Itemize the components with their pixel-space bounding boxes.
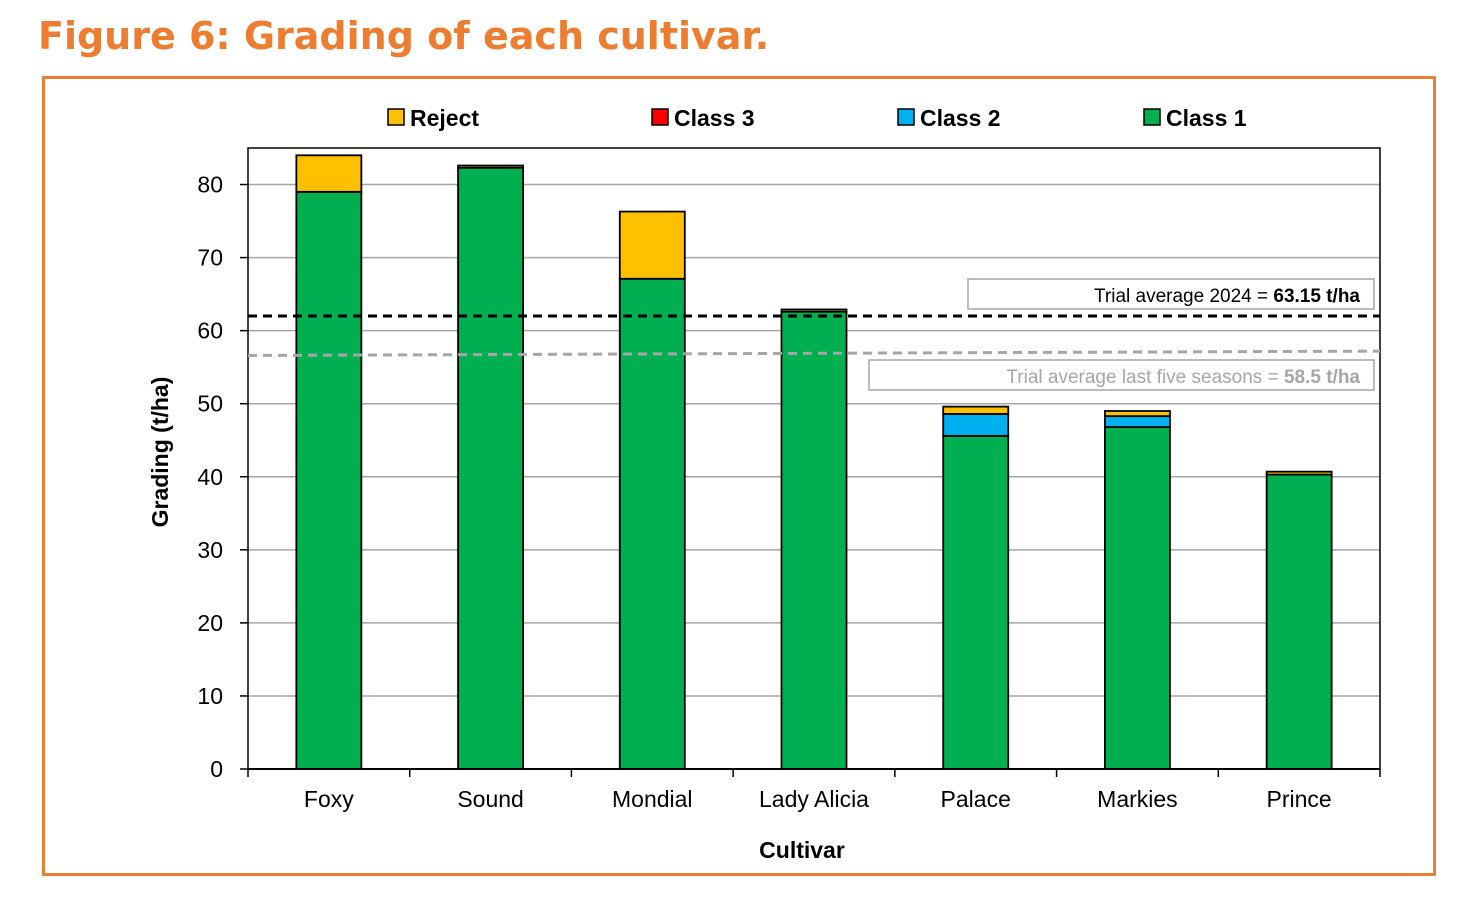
reference-label-trial-average-five-seasons: Trial average last five seasons = 58.5 t… [1006,367,1360,388]
bar-class-2-palace [942,413,1010,437]
x-tick-label: Lady Alicia [759,786,869,812]
bar-class-1-markies [1104,426,1171,770]
figure-title: Figure 6: Grading of each cultivar. [38,14,770,58]
legend-label-class-2: Class 2 [920,105,1001,131]
x-tick-label: Palace [941,786,1011,812]
y-tick-label: 20 [197,610,223,636]
bar-reject-foxy [295,154,363,193]
y-axis-title: Grading (t/ha) [147,377,173,528]
bar-class-1-palace [942,434,1010,770]
bar-reject-prince [1265,470,1333,476]
legend-swatch-class-3 [651,108,669,126]
legend-label-class-3: Class 3 [674,105,755,131]
bar-class-1-sound [457,166,524,770]
x-tick-label: Prince [1267,786,1332,812]
reference-label-value: 58.5 t/ha [1284,367,1360,388]
y-tick-label: 50 [197,391,223,417]
bar-reject-lady-alicia [780,308,848,313]
bar-class-1-foxy [295,190,363,770]
x-tick-label: Markies [1097,786,1178,812]
y-tick-label: 0 [210,756,223,782]
y-tick-label: 30 [197,537,223,563]
legend-label-class-1: Class 1 [1166,105,1247,131]
reference-label-prefix: Trial average last five seasons = [1006,367,1284,388]
legend-label-reject: Reject [410,105,479,131]
y-tick-label: 10 [197,683,223,709]
legend-swatch-reject [387,108,405,126]
bar-class-1-prince [1265,473,1333,770]
x-tick-label: Foxy [304,786,354,812]
x-axis-title: Cultivar [759,837,845,863]
y-tick-label: 60 [197,318,223,344]
reference-label-prefix: Trial average 2024 = [1094,286,1273,307]
reference-label-box [868,359,1375,391]
bar-class-2-markies [1104,415,1171,428]
bar-reject-markies [1104,410,1171,418]
y-tick-label: 40 [197,464,223,490]
x-tick-label: Mondial [612,786,693,812]
bar-class-1-lady-alicia [780,310,848,770]
legend-swatch-class-2 [897,108,915,126]
reference-label-value: 63.15 t/ha [1273,286,1360,307]
y-tick-label: 80 [197,172,223,198]
y-tick-label: 70 [197,245,223,271]
bar-reject-sound [457,164,524,169]
x-tick-label: Sound [457,786,524,812]
legend-swatch-class-1 [1143,108,1161,126]
bar-reject-palace [942,405,1010,415]
reference-line-trial-average-five-seasons [247,349,1381,357]
chart-frame [42,76,1436,876]
reference-label-box [967,278,1375,310]
bar-class-1-mondial [618,277,686,770]
reference-label-trial-average-2024: Trial average 2024 = 63.15 t/ha [1094,286,1360,307]
bar-reject-mondial [618,210,686,280]
